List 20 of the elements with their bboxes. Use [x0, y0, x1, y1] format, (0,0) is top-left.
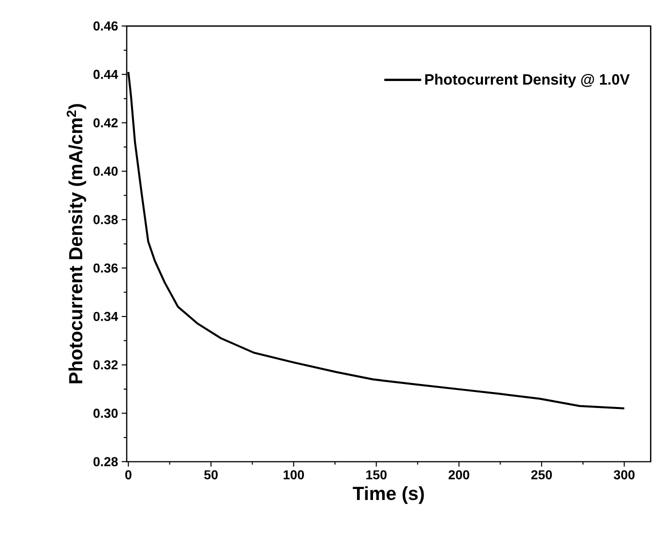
y-tick-label: 0.36 — [93, 263, 118, 273]
x-tick-label: 250 — [531, 470, 552, 480]
y-tick-label: 0.40 — [93, 166, 118, 176]
y-tick-label: 0.30 — [93, 408, 118, 418]
y-tick-label: 0.38 — [93, 215, 118, 224]
x-axis-title: Time (s) — [352, 486, 424, 504]
x-tick-label: 200 — [448, 470, 470, 480]
x-tick-label: 300 — [614, 470, 635, 480]
y-tick-label: 0.42 — [93, 118, 118, 128]
y-tick-label: 0.44 — [93, 70, 118, 79]
x-tick-label: 100 — [284, 470, 304, 480]
y-tick-label: 0.34 — [93, 312, 118, 322]
y-tick-label: 0.28 — [93, 457, 118, 466]
y-axis-title: Photocurrent Density (mA/cm$^{2}$) — [66, 104, 86, 384]
legend-label: Photocurrent Density @ 1.0V — [425, 74, 630, 88]
x-tick-label: 150 — [366, 470, 387, 480]
y-tick-label: 0.32 — [93, 360, 118, 370]
x-tick-label: 50 — [204, 470, 218, 480]
y-tick-label: 0.46 — [93, 21, 118, 31]
x-tick-label: 0 — [125, 470, 132, 480]
